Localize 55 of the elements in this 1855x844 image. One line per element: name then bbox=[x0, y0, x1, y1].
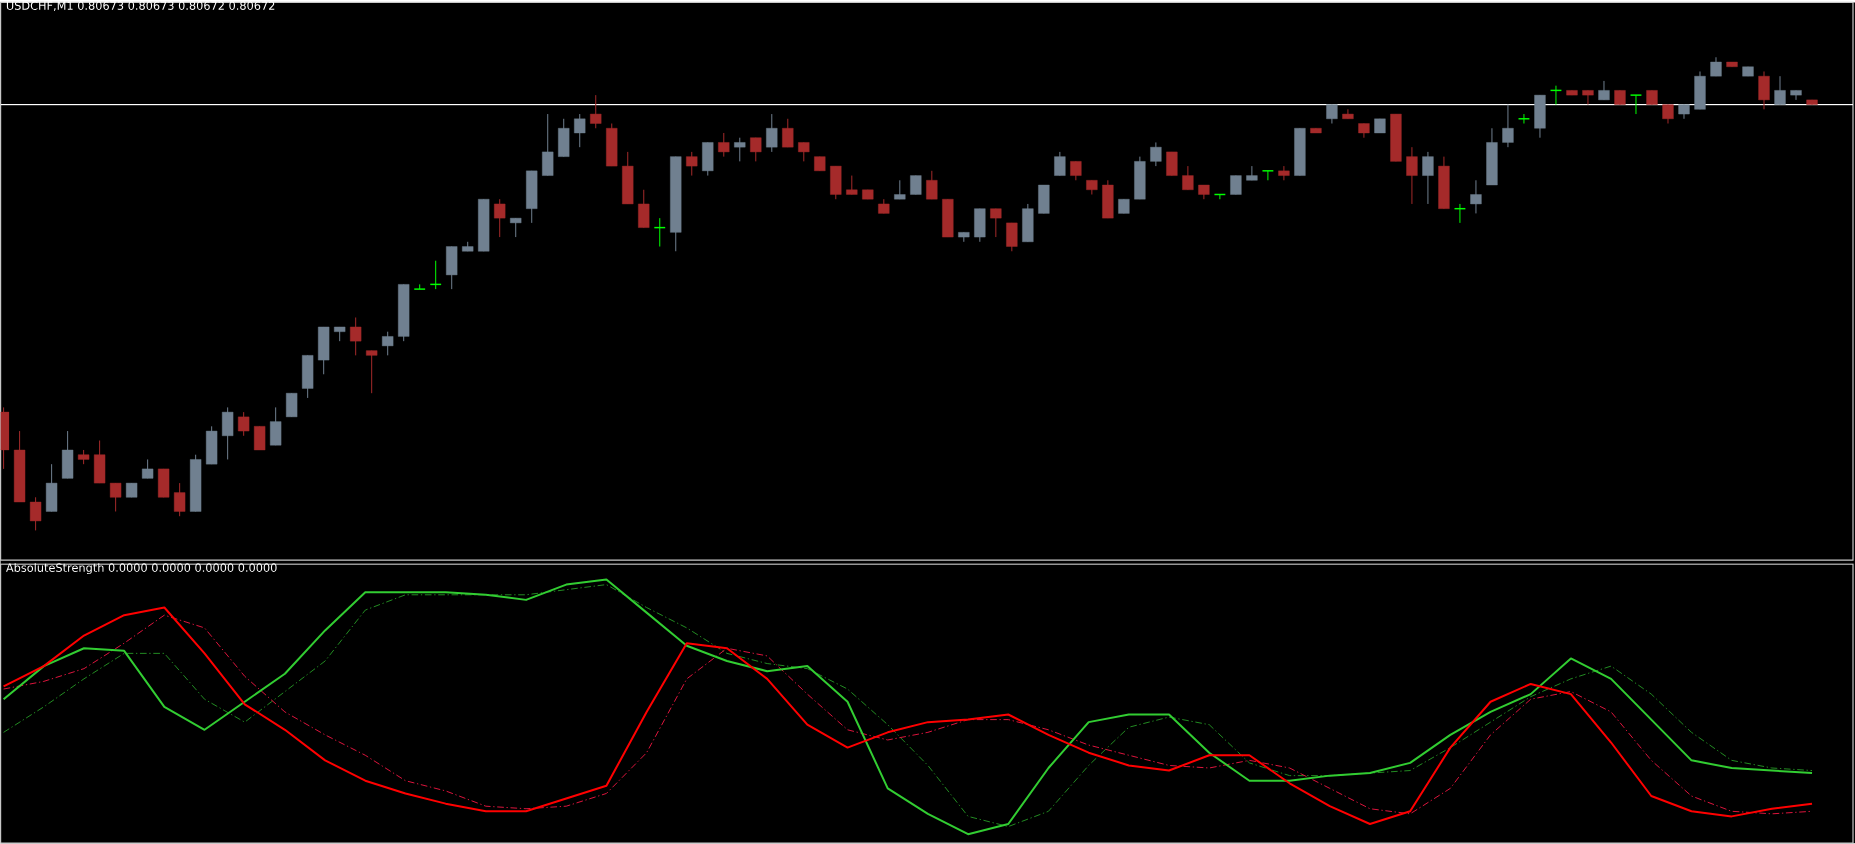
candlestick bbox=[798, 142, 810, 163]
candlestick bbox=[926, 170, 938, 200]
candlestick bbox=[542, 113, 554, 177]
candlestick bbox=[1582, 90, 1594, 106]
candlestick bbox=[990, 208, 1002, 238]
candlestick bbox=[1598, 80, 1610, 101]
candlestick bbox=[1758, 71, 1770, 110]
candlestick bbox=[1006, 222, 1018, 252]
candlestick bbox=[1230, 175, 1242, 196]
candlestick bbox=[510, 217, 522, 238]
candlestick bbox=[782, 118, 794, 148]
candlestick bbox=[750, 137, 762, 163]
candlestick bbox=[686, 151, 698, 177]
candlestick bbox=[1662, 104, 1674, 125]
candlestick bbox=[222, 407, 234, 461]
candlestick bbox=[1422, 151, 1434, 205]
candlestick bbox=[1261, 170, 1275, 181]
candlestick bbox=[1278, 165, 1290, 181]
candlestick bbox=[1517, 113, 1531, 125]
candlestick bbox=[718, 132, 730, 158]
candlestick bbox=[270, 407, 282, 446]
candlestick bbox=[1470, 179, 1482, 215]
candlestick bbox=[382, 331, 394, 356]
candlestick bbox=[894, 179, 906, 200]
candlestick bbox=[1326, 104, 1338, 125]
candlestick bbox=[1054, 151, 1066, 177]
candlestick bbox=[109, 482, 122, 513]
candlestick bbox=[1166, 151, 1178, 177]
candlestick bbox=[766, 113, 778, 153]
candlestick bbox=[1182, 165, 1194, 191]
chart-title: USDCHF,M1 0.80673 0.80673 0.80672 0.80672 bbox=[6, 1, 275, 12]
candlestick bbox=[238, 411, 250, 437]
candlestick bbox=[1070, 161, 1082, 181]
candlestick bbox=[366, 350, 378, 394]
candlestick bbox=[590, 94, 602, 129]
candlestick bbox=[910, 175, 922, 196]
candlestick bbox=[1502, 104, 1514, 148]
candlestick bbox=[254, 425, 266, 451]
chart-title: AbsoluteStrength 0.0000 0.0000 0.0000 0.0000 bbox=[5, 563, 277, 575]
candlestick bbox=[174, 482, 186, 517]
candlestick bbox=[142, 459, 154, 480]
candlestick bbox=[846, 175, 858, 196]
candlestick bbox=[1246, 165, 1258, 181]
candlestick bbox=[638, 189, 650, 229]
candlestick bbox=[574, 113, 586, 148]
candlestick bbox=[29, 496, 42, 532]
candlestick bbox=[350, 317, 362, 356]
candlestick bbox=[286, 392, 298, 418]
candlestick bbox=[1629, 94, 1643, 115]
candlestick bbox=[1710, 56, 1722, 77]
candlestick bbox=[1406, 146, 1418, 205]
candlestick bbox=[494, 198, 506, 238]
candlestick bbox=[1774, 75, 1786, 106]
candlestick bbox=[734, 137, 746, 163]
candlestick bbox=[1150, 142, 1162, 167]
